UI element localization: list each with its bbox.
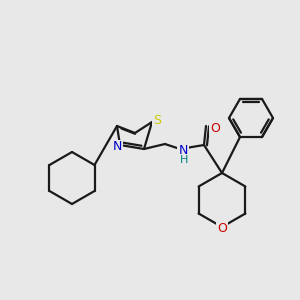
Text: N: N bbox=[112, 140, 122, 154]
Text: H: H bbox=[180, 155, 188, 165]
Text: N: N bbox=[178, 143, 188, 157]
Text: O: O bbox=[210, 122, 220, 134]
Text: S: S bbox=[153, 113, 161, 127]
Text: O: O bbox=[217, 221, 227, 235]
